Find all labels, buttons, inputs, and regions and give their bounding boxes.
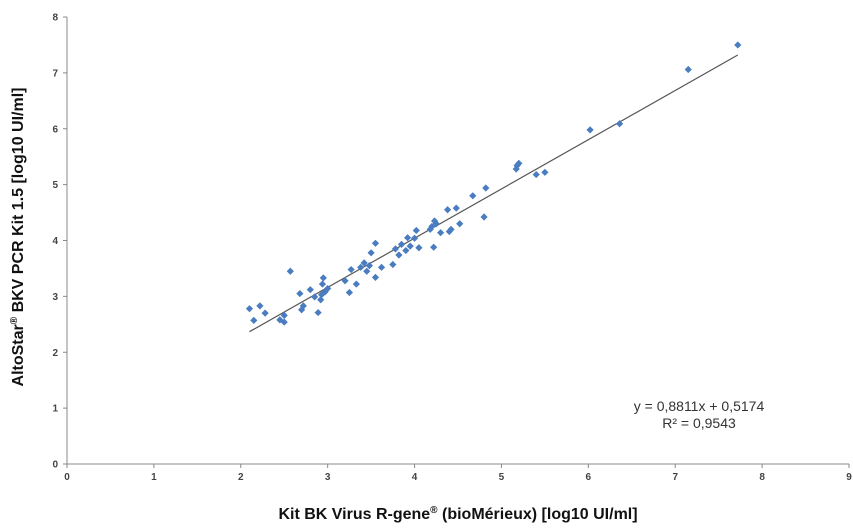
data-point <box>404 234 412 242</box>
x-axis-label-main: Kit BK Virus R-gene <box>278 506 430 523</box>
data-point <box>280 318 288 326</box>
data-point <box>286 267 294 275</box>
x-tick-label: 1 <box>151 472 157 483</box>
y-tick-label: 6 <box>52 124 58 135</box>
r-squared-label: R² = 0,9543 <box>662 415 736 431</box>
data-point <box>469 192 477 200</box>
data-point <box>397 240 406 249</box>
data-point <box>586 126 594 134</box>
y-axis-label: AltoStar® BKV PCR Kit 1.5 [log10 UI/ml] <box>9 88 27 387</box>
data-point <box>347 265 355 274</box>
data-point <box>318 280 327 288</box>
data-point <box>245 305 254 313</box>
x-axis-label-rest: (bioMérieux) [log10 UI/ml] <box>438 506 638 523</box>
x-tick-label: 9 <box>846 472 852 483</box>
data-point <box>345 288 353 297</box>
data-point <box>306 286 314 294</box>
data-point <box>412 226 420 235</box>
data-point <box>363 267 371 275</box>
data-points <box>245 41 742 326</box>
data-point <box>430 217 439 225</box>
data-point <box>365 262 373 270</box>
data-point <box>341 277 349 285</box>
y-axis-label-sup: ® <box>9 316 20 324</box>
x-tick-label: 7 <box>672 472 678 483</box>
data-point <box>357 263 365 271</box>
data-point <box>541 168 549 176</box>
data-point <box>415 244 423 252</box>
data-point <box>445 227 453 236</box>
y-tick-label: 1 <box>52 404 58 415</box>
data-point <box>734 41 742 49</box>
x-tick-label: 3 <box>325 472 331 483</box>
y-axis-label-main: AltoStar <box>10 324 27 386</box>
x-axis-label-sup: ® <box>430 505 438 516</box>
data-point <box>389 260 397 269</box>
data-point <box>314 308 322 317</box>
data-point <box>261 309 269 317</box>
data-point <box>250 316 258 325</box>
data-point <box>296 289 304 298</box>
data-point <box>684 65 692 74</box>
y-tick-label: 0 <box>52 460 58 471</box>
data-point <box>299 302 307 310</box>
data-point <box>452 204 460 212</box>
data-point <box>367 249 375 257</box>
trendline-group <box>249 54 739 333</box>
y-tick-label: 8 <box>52 13 58 24</box>
data-point <box>280 311 288 319</box>
trendline <box>249 54 739 333</box>
data-point <box>428 222 436 231</box>
x-tick-label: 2 <box>238 472 244 483</box>
x-tick-label: 8 <box>759 472 765 483</box>
y-tick-label: 5 <box>52 180 58 191</box>
data-point <box>298 306 306 314</box>
x-tick-label: 6 <box>586 472 592 483</box>
data-point <box>377 263 386 271</box>
data-point <box>324 284 332 293</box>
axes: 0 1 2 3 4 5 6 7 8 9 0 1 2 3 4 5 6 7 8 <box>52 13 852 484</box>
data-point <box>430 243 438 251</box>
data-point <box>319 274 327 282</box>
data-point <box>447 225 455 233</box>
x-axis-label: Kit BK Virus R-gene® (bioMérieux) [log10… <box>278 505 637 523</box>
data-point <box>391 245 400 253</box>
data-point <box>402 246 410 255</box>
y-ticks: 0 1 2 3 4 5 6 7 8 <box>52 13 67 471</box>
x-tick-label: 5 <box>499 472 505 483</box>
data-point <box>515 159 523 167</box>
data-point <box>371 273 380 281</box>
y-tick-label: 3 <box>52 292 58 303</box>
data-point <box>317 296 325 304</box>
data-point <box>616 120 624 128</box>
x-tick-label: 4 <box>412 472 418 483</box>
data-point <box>406 242 414 250</box>
data-point <box>371 239 380 247</box>
data-point <box>456 220 464 228</box>
data-point <box>410 234 419 242</box>
y-tick-label: 7 <box>52 68 58 79</box>
equation-label: y = 0,8811x + 0,5174 <box>634 398 765 414</box>
data-point <box>317 291 326 299</box>
y-tick-label: 4 <box>52 236 58 247</box>
data-point <box>482 184 490 192</box>
data-point <box>256 302 264 310</box>
data-point <box>352 280 360 288</box>
data-point <box>480 213 488 221</box>
data-point <box>311 293 319 301</box>
data-point <box>395 251 403 259</box>
data-point <box>360 259 368 267</box>
x-tick-label: 0 <box>64 472 70 483</box>
data-point <box>432 220 440 228</box>
data-point <box>532 170 540 179</box>
x-ticks: 0 1 2 3 4 5 6 7 8 9 <box>64 464 852 483</box>
data-point <box>437 229 445 237</box>
data-point <box>443 206 452 214</box>
y-tick-label: 2 <box>52 348 58 359</box>
y-axis-label-rest: BKV PCR Kit 1.5 [log10 UI/ml] <box>10 88 27 317</box>
data-point <box>276 316 284 324</box>
